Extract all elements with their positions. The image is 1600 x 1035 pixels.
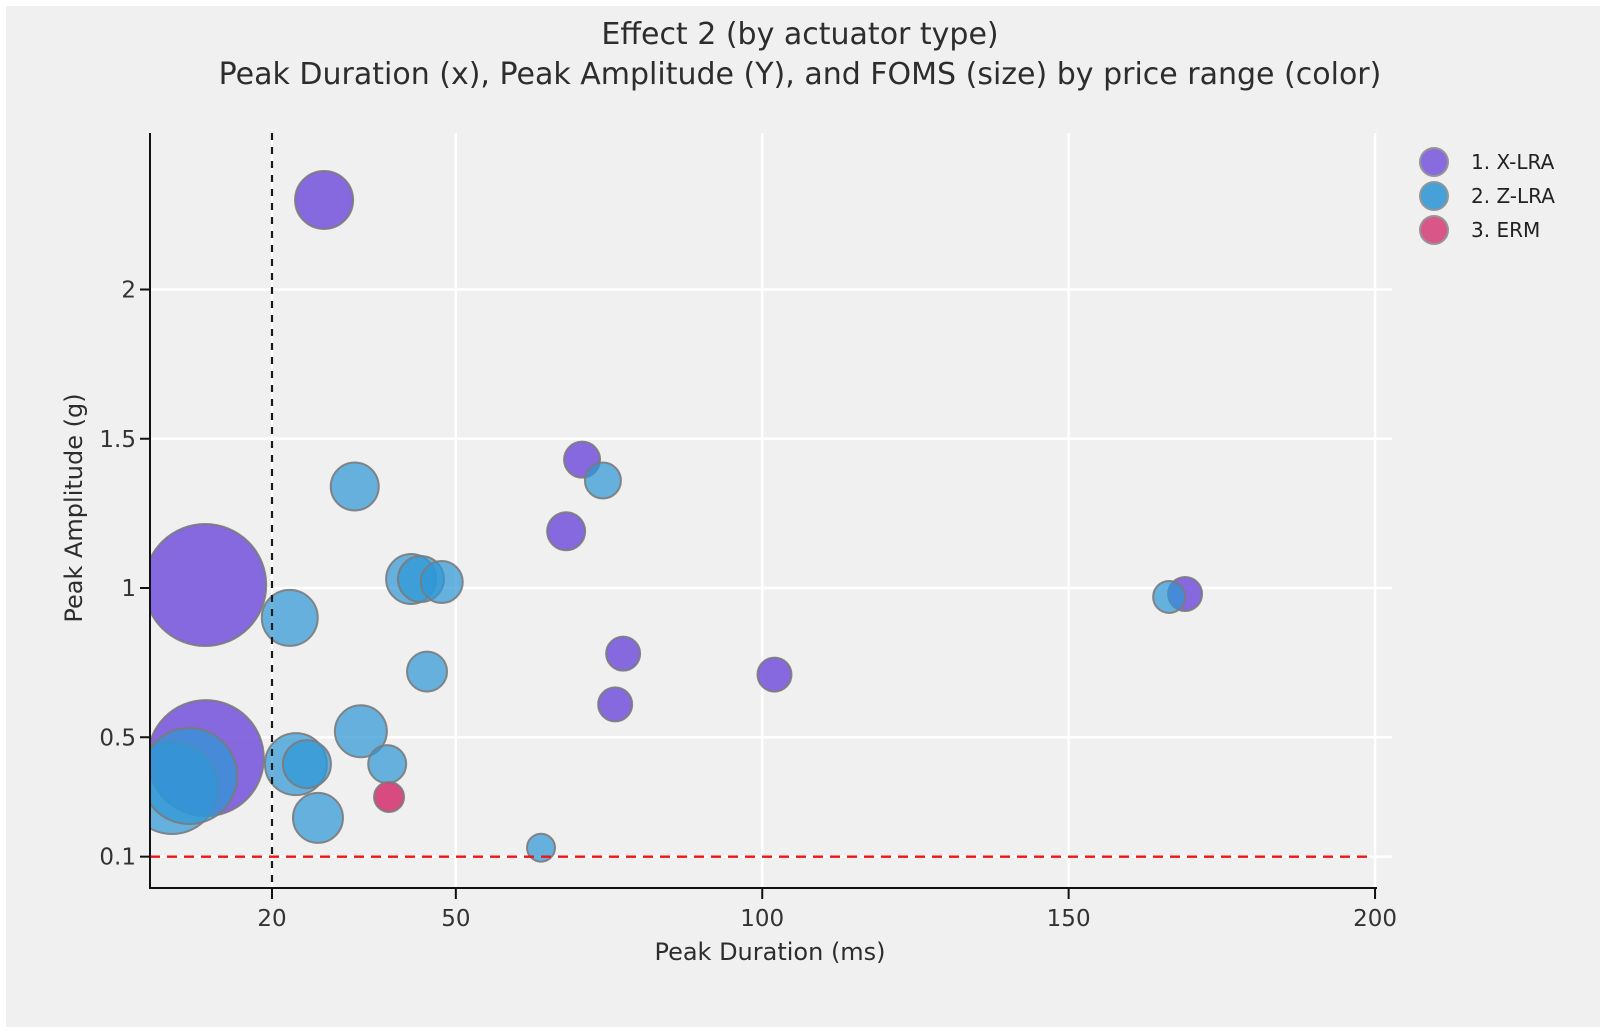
- bubble-xlra-6: [597, 686, 634, 723]
- bubble-zlra-0: [329, 461, 380, 512]
- bubble-zlra-14: [526, 832, 557, 863]
- bubble-xlra-7: [756, 656, 793, 693]
- figure-frame-left: [0, 0, 6, 1035]
- x-tick-label-100: 100: [740, 906, 784, 932]
- y-axis-title: Peak Amplitude (g): [60, 393, 88, 623]
- legend-label-z-lra: 2. Z-LRA: [1471, 184, 1555, 208]
- bubble-xlra-2: [546, 511, 587, 552]
- x-axis-title: Peak Duration (ms): [654, 938, 886, 966]
- bubble-erm-0: [373, 780, 406, 813]
- figure-frame-top: [0, 0, 1600, 6]
- x-tick-label-20: 20: [257, 906, 286, 932]
- y-tick-label-1: 1: [121, 576, 136, 602]
- bubble-zlra-7: [333, 704, 388, 759]
- bubble-zlra-13: [291, 791, 344, 844]
- chart-subtitle: Peak Duration (x), Peak Amplitude (Y), a…: [218, 57, 1382, 92]
- bubbles-layer: [150, 169, 1204, 863]
- x-tick-label-50: 50: [441, 906, 470, 932]
- legend-label-x-lra: 1. X-LRA: [1471, 150, 1555, 174]
- y-tick-label-0.1: 0.1: [99, 845, 136, 871]
- x-tick-label-200: 200: [1353, 906, 1397, 932]
- legend-item-x-lra: 1. X-LRA: [1419, 147, 1555, 177]
- bubble-zlra-5: [419, 560, 464, 605]
- legend-label-erm: 3. ERM: [1471, 218, 1541, 242]
- bubble-zlra-15: [1152, 579, 1187, 614]
- bubble-zlra-2: [260, 588, 319, 647]
- y-tick-label-0.5: 0.5: [99, 725, 136, 751]
- bubble-zlra-6: [406, 650, 449, 693]
- legend-marker-x-lra-icon: [1419, 147, 1449, 177]
- bubble-xlra-3: [150, 523, 268, 647]
- legend-marker-erm-icon: [1419, 215, 1449, 245]
- chart-title: Effect 2 (by actuator type): [601, 17, 999, 52]
- legend: 1. X-LRA 2. Z-LRA 3. ERM: [1419, 147, 1555, 249]
- legend-marker-z-lra-icon: [1419, 181, 1449, 211]
- bubble-xlra-5: [605, 635, 642, 672]
- bubble-zlra-9: [150, 727, 239, 826]
- y-tick-label-2: 2: [121, 278, 136, 304]
- x-tick-label-150: 150: [1047, 906, 1091, 932]
- bubble-zlra-1: [583, 461, 622, 500]
- bubble-zlra-11: [281, 739, 332, 790]
- legend-item-z-lra: 2. Z-LRA: [1419, 181, 1555, 211]
- legend-item-erm: 3. ERM: [1419, 215, 1555, 245]
- figure-frame-bottom: [0, 1027, 1600, 1035]
- bubble-zlra-12: [367, 744, 408, 785]
- bubble-xlra-0: [294, 169, 355, 230]
- y-tick-label-1.5: 1.5: [99, 427, 136, 453]
